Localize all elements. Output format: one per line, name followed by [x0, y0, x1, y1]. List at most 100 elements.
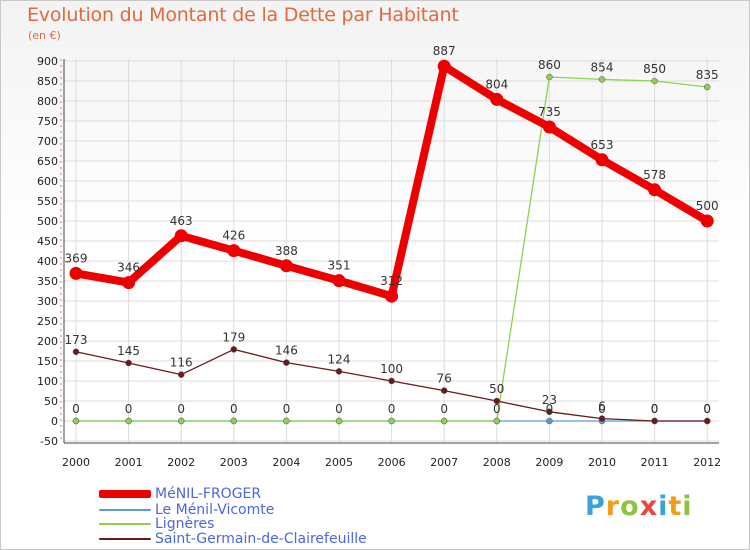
data-label: 100	[380, 362, 403, 376]
series-point-2	[546, 73, 553, 81]
series-point-2	[230, 417, 238, 425]
series-point-2	[598, 76, 606, 83]
series-point-0	[385, 289, 399, 303]
series-point-2	[72, 417, 80, 425]
x-tick-label: 2003	[220, 456, 248, 469]
legend-item-le-menil-vicomte: Le Ménil-Vicomte	[99, 502, 274, 518]
series-point-0	[700, 214, 714, 228]
series-point-0	[174, 229, 188, 243]
data-label: 887	[433, 44, 456, 58]
series-point-0	[332, 274, 346, 288]
data-label: 0	[703, 402, 711, 416]
series-point-2	[440, 417, 448, 425]
data-labels: 3693464634263883513128878047356535785000…	[65, 44, 719, 416]
data-label: 463	[170, 214, 193, 228]
data-label: 0	[72, 402, 80, 416]
series-point-2	[493, 417, 501, 425]
data-label: 0	[335, 402, 343, 416]
series-point-2	[651, 77, 658, 85]
legend-item-saint-germain-de-clairefeuille: Saint-Germain-de-Clairefeuille	[99, 531, 367, 547]
x-tick-label: 2011	[641, 456, 669, 469]
data-label: 351	[328, 259, 351, 273]
series-point-2	[388, 417, 395, 425]
data-label: 173	[65, 333, 88, 347]
data-label: 50	[489, 382, 504, 396]
data-label: 346	[117, 261, 140, 275]
y-tick-label: 800	[37, 95, 58, 108]
series-point-2	[703, 83, 711, 91]
y-tick-label: 700	[37, 135, 58, 148]
series-point-0	[437, 59, 451, 73]
series-point-1	[546, 417, 553, 425]
data-label: 854	[591, 60, 614, 74]
y-tick-label: 550	[37, 195, 58, 208]
series-point-3	[177, 371, 185, 378]
data-label: 369	[65, 251, 88, 265]
y-tick-label: 500	[37, 215, 58, 228]
series-point-2	[335, 417, 343, 425]
series-point-3	[651, 417, 658, 425]
series-point-3	[125, 359, 132, 367]
data-label: 0	[546, 402, 554, 416]
data-label: 0	[440, 402, 448, 416]
chart-subtitle: (en €)	[28, 29, 61, 42]
data-label: 0	[651, 402, 659, 416]
data-label: 653	[591, 138, 614, 152]
x-tick-label: 2005	[325, 456, 353, 469]
series-point-0	[490, 92, 504, 106]
series-point-0	[122, 276, 136, 290]
series-point-3	[230, 346, 238, 353]
x-tick-label: 2012	[693, 456, 721, 469]
series-point-3	[388, 377, 395, 385]
y-tick-label: -50	[40, 435, 58, 448]
data-label: 0	[388, 402, 396, 416]
x-tick-label: 2009	[535, 456, 563, 469]
data-label: 0	[283, 402, 291, 416]
legend-label: MéNIL-FROGER	[155, 486, 262, 502]
x-tick-label: 2008	[483, 456, 511, 469]
data-label: 388	[275, 244, 298, 258]
series-point-0	[648, 183, 662, 197]
axes: -500501001502002503003504004505005506006…	[37, 55, 721, 469]
y-tick-label: 600	[37, 175, 58, 188]
y-tick-label: 0	[51, 415, 58, 428]
legend-swatch	[99, 523, 151, 525]
series-point-0	[542, 120, 556, 134]
series-point-0	[279, 259, 293, 273]
series-point-0	[595, 153, 609, 167]
x-tick-label: 2004	[272, 456, 300, 469]
legend-swatch	[99, 509, 151, 511]
y-tick-label: 850	[37, 75, 58, 88]
y-tick-label: 750	[37, 115, 58, 128]
logo-letter: x	[639, 491, 659, 522]
data-label: 0	[493, 402, 501, 416]
data-label: 426	[222, 229, 245, 243]
data-label: 0	[703, 402, 711, 416]
data-label: 23	[542, 393, 557, 407]
series-point-2	[125, 417, 132, 425]
y-tick-label: 200	[37, 335, 58, 348]
data-label: 578	[643, 168, 666, 182]
logo-letter: t	[668, 491, 683, 522]
legend-label: Lignères	[155, 516, 215, 532]
legend-label: Le Ménil-Vicomte	[155, 502, 275, 518]
y-tick-label: 50	[44, 395, 58, 408]
series-point-0	[69, 266, 83, 280]
series-point-3	[598, 415, 606, 422]
y-tick-label: 150	[37, 355, 58, 368]
data-label: 6	[598, 400, 606, 414]
data-label: 76	[437, 372, 452, 386]
series-point-3	[72, 348, 80, 356]
series-point-0	[227, 244, 241, 258]
data-label: 804	[485, 77, 508, 91]
y-tick-label: 650	[37, 155, 58, 168]
y-tick-label: 250	[37, 315, 58, 328]
x-tick-label: 2007	[430, 456, 458, 469]
x-tick-label: 2006	[378, 456, 406, 469]
series-point-3	[440, 387, 448, 394]
legend-swatch	[99, 490, 151, 498]
data-label: 0	[177, 402, 185, 416]
data-label: 860	[538, 58, 561, 72]
